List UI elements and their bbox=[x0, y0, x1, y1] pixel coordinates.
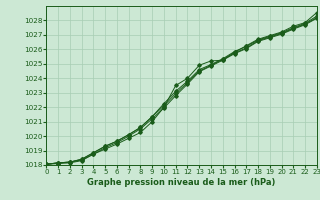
X-axis label: Graphe pression niveau de la mer (hPa): Graphe pression niveau de la mer (hPa) bbox=[87, 178, 276, 187]
